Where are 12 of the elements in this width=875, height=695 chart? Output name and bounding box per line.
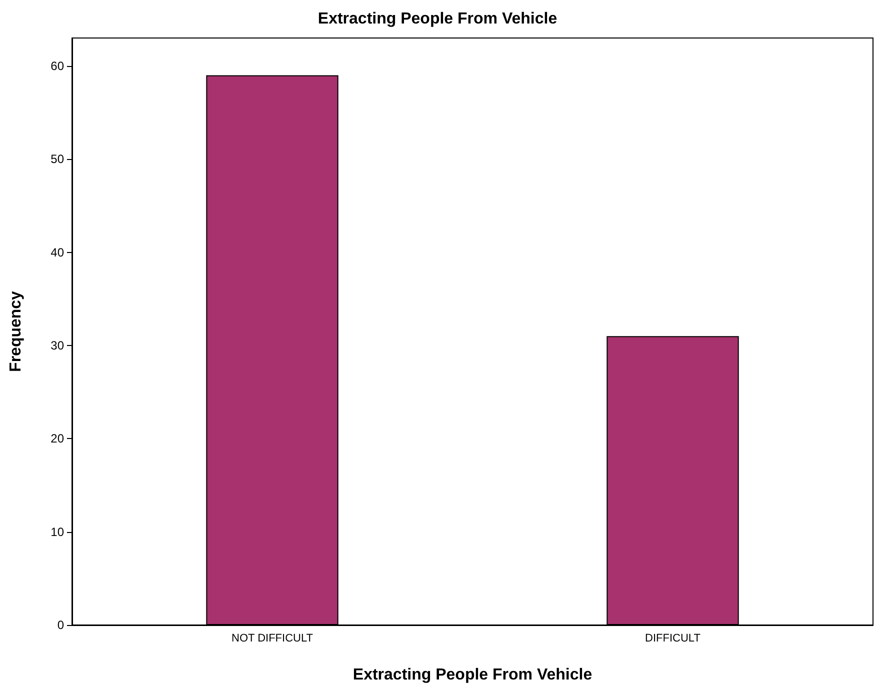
y-tick-label: 40 [50, 245, 64, 260]
y-tick-label: 50 [50, 152, 64, 166]
x-tick-label: DIFFICULT [645, 632, 701, 644]
y-tick-label: 0 [57, 618, 64, 632]
chart-title: Extracting People From Vehicle [318, 10, 558, 28]
y-axis-title: Frequency [8, 290, 24, 372]
y-tick-label: 60 [50, 58, 64, 73]
y-tick-label: 20 [50, 432, 64, 446]
x-tick-label: NOT DIFFICULT [232, 632, 314, 644]
x-axis-title: Extracting People From Vehicle [352, 666, 592, 684]
y-tick-label: 30 [50, 338, 64, 352]
y-tick-label: 10 [50, 524, 64, 539]
